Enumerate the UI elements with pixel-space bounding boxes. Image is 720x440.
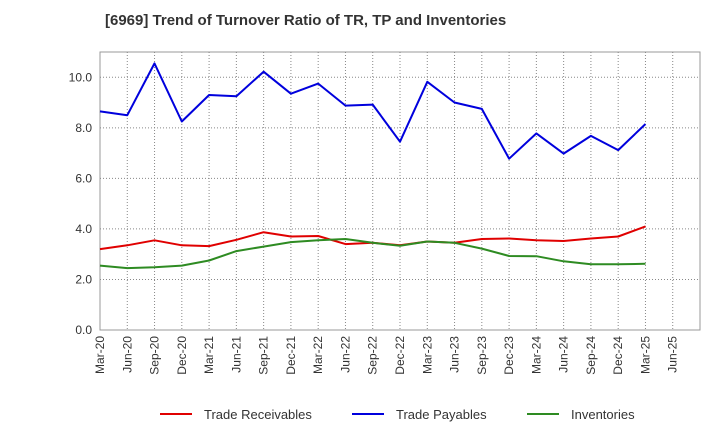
x-tick-label: Dec-23	[502, 336, 516, 375]
x-tick-label: Mar-21	[202, 336, 216, 374]
legend-label-2: Trade Payables	[396, 407, 487, 422]
y-tick-label: 10.0	[69, 70, 93, 84]
x-tick-label: Mar-20	[93, 336, 107, 374]
x-tick-label: Dec-21	[284, 336, 298, 375]
x-tick-label: Jun-24	[557, 336, 571, 373]
x-tick-label: Jun-22	[338, 336, 352, 373]
x-tick-label: Sep-22	[366, 336, 380, 375]
y-tick-label: 8.0	[75, 121, 92, 135]
y-tick-label: 6.0	[75, 171, 92, 185]
x-tick-label: Dec-20	[175, 336, 189, 375]
x-tick-label: Jun-25	[666, 336, 680, 373]
y-tick-label: 0.0	[75, 323, 92, 337]
chart-title: [6969] Trend of Turnover Ratio of TR, TP…	[105, 12, 507, 29]
y-tick-label: 4.0	[75, 222, 92, 236]
x-tick-label: Jun-21	[229, 336, 243, 373]
x-tick-label: Sep-21	[257, 336, 271, 375]
legend-label-3: Inventories	[571, 407, 635, 422]
x-tick-label: Dec-22	[393, 336, 407, 375]
x-tick-label: Sep-23	[475, 336, 489, 375]
x-tick-label: Jun-20	[120, 336, 134, 373]
x-tick-label: Jun-23	[448, 336, 462, 373]
series-line-2	[99, 62, 647, 160]
x-tick-label: Dec-24	[611, 336, 625, 375]
series-line-3	[99, 238, 646, 270]
x-tick-label: Mar-22	[311, 336, 325, 374]
y-tick-label: 2.0	[75, 272, 92, 286]
x-tick-label: Mar-24	[529, 336, 543, 374]
x-tick-label: Mar-23	[420, 336, 434, 374]
x-tick-label: Sep-24	[584, 336, 598, 375]
legend-label-1: Trade Receivables	[204, 407, 312, 422]
x-tick-label: Mar-25	[638, 336, 652, 374]
x-tick-label: Sep-20	[148, 336, 162, 375]
